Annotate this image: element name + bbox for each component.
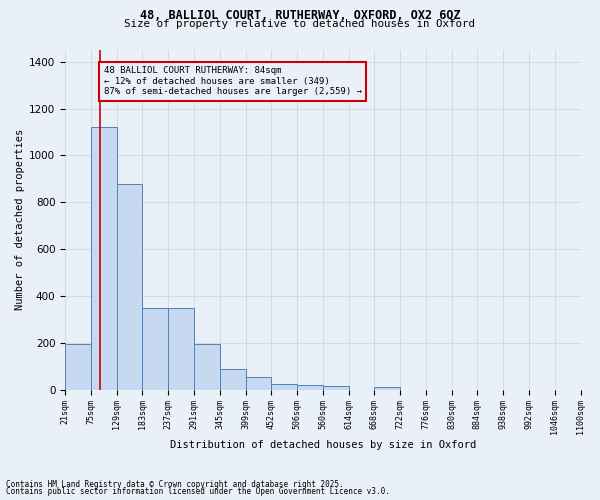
Bar [116,184,142,390]
Text: Contains HM Land Registry data © Crown copyright and database right 2025.: Contains HM Land Registry data © Crown c… [6,480,344,489]
Bar [374,388,400,390]
Bar [168,308,194,390]
Text: 48, BALLIOL COURT, RUTHERWAY, OXFORD, OX2 6QZ: 48, BALLIOL COURT, RUTHERWAY, OXFORD, OX… [140,9,460,22]
Text: 48 BALLIOL COURT RUTHERWAY: 84sqm
← 12% of detached houses are smaller (349)
87%: 48 BALLIOL COURT RUTHERWAY: 84sqm ← 12% … [104,66,362,96]
Text: Size of property relative to detached houses in Oxford: Size of property relative to detached ho… [125,19,476,29]
X-axis label: Distribution of detached houses by size in Oxford: Distribution of detached houses by size … [170,440,476,450]
Bar [194,344,220,390]
Bar [142,308,168,390]
Bar [65,344,91,390]
Bar [271,384,297,390]
Y-axis label: Number of detached properties: Number of detached properties [15,129,25,310]
Text: Contains public sector information licensed under the Open Government Licence v3: Contains public sector information licen… [6,487,390,496]
Bar [220,368,245,390]
Bar [245,377,271,390]
Bar [297,385,323,390]
Bar [323,386,349,390]
Bar [91,128,116,390]
